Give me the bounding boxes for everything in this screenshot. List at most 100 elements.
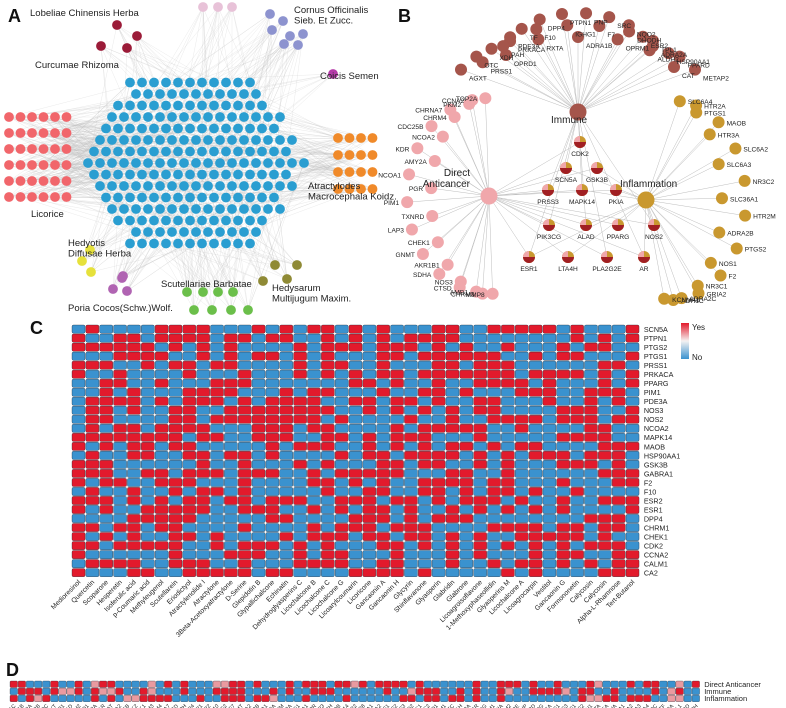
target-label: DPP4	[548, 25, 566, 32]
heatmap-cell	[473, 333, 487, 343]
compound-node	[155, 135, 165, 145]
compound-node	[125, 123, 135, 134]
heatmap-cell	[528, 568, 543, 577]
network-edge	[231, 185, 298, 266]
heatmap-cell	[210, 559, 224, 568]
heatmap-cell	[418, 396, 432, 406]
network-edge	[54, 116, 125, 166]
heatmap-cell	[141, 523, 155, 532]
heatmap-cell	[113, 469, 127, 478]
heatmap-cell	[196, 514, 210, 523]
heatmap-cell	[168, 324, 183, 334]
heatmap-cell	[418, 406, 432, 415]
network-edge	[100, 45, 179, 106]
heatmap-cell	[113, 396, 127, 406]
heatmap-cell	[85, 469, 100, 478]
heatmap-cell	[251, 333, 266, 343]
compound-node	[221, 215, 231, 226]
heatmap-cell	[584, 324, 598, 334]
heatmap-cell	[570, 387, 584, 397]
heatmap-cell	[611, 433, 626, 442]
herb-target-node	[279, 39, 289, 49]
heatmap-cell	[277, 695, 286, 702]
heatmap-cell	[611, 378, 626, 388]
heatmap-cell	[584, 387, 598, 397]
heatmap-cell	[362, 369, 377, 379]
heatmap-cell	[238, 324, 252, 334]
heatmap-cell	[404, 442, 418, 451]
column-label: MMP8	[351, 703, 366, 708]
heatmap-cell	[99, 695, 107, 702]
heatmap-cell	[113, 333, 127, 343]
heatmap-cell	[168, 378, 183, 388]
heatmap-cell	[359, 695, 367, 702]
heatmap-cell	[99, 351, 113, 361]
heatmap-cell	[515, 369, 529, 379]
heatmap-cell	[168, 342, 183, 352]
heatmap-cell	[168, 333, 183, 343]
compound-node	[209, 123, 219, 134]
heatmap-cell	[321, 387, 335, 397]
heatmap-cell	[196, 695, 205, 702]
heatmap-cell	[570, 568, 584, 577]
column-label: F7	[228, 703, 237, 708]
network-edge	[231, 6, 251, 83]
compound-node	[113, 123, 123, 134]
herb-target-node	[367, 150, 378, 160]
heatmap-cell	[310, 680, 319, 688]
heatmap-cell	[501, 406, 515, 415]
heatmap-cell	[113, 351, 127, 361]
shared-target-label: PIK3CG	[537, 234, 561, 241]
heatmap-cell	[99, 523, 113, 532]
heatmap-cell	[390, 451, 404, 460]
heatmap-cell	[154, 396, 169, 406]
heatmap-cell	[445, 469, 460, 478]
heatmap-cell	[34, 695, 43, 702]
target-edge	[577, 25, 600, 113]
heatmap-cell	[635, 680, 643, 688]
compound-node	[221, 238, 231, 249]
target-label: F7	[607, 32, 615, 39]
row-label: Immune	[704, 687, 731, 696]
heatmap-cell	[238, 396, 252, 406]
heatmap-cell	[107, 687, 116, 695]
heatmap-cell	[71, 415, 86, 424]
compound-node	[149, 192, 159, 203]
shared-target-half	[562, 257, 574, 263]
herb-label: Atractylodes Macrocephala Koidz.	[308, 181, 397, 202]
target-node	[662, 47, 675, 60]
row-label: CDK2	[644, 541, 663, 550]
shared-edge	[577, 111, 608, 258]
heatmap-cell	[528, 442, 543, 451]
target-edge	[645, 148, 736, 201]
heatmap-cell	[473, 469, 487, 478]
heatmap-cell	[224, 433, 238, 442]
heatmap-cell	[542, 351, 557, 361]
heatmap-cell	[127, 541, 141, 550]
heatmap-cell	[390, 487, 404, 496]
target-label: ALDH2	[658, 56, 680, 63]
shared-target-half	[610, 190, 622, 196]
heatmap-cell	[238, 433, 252, 442]
network-edge	[147, 6, 233, 118]
heatmap-cell	[556, 559, 570, 568]
target-label: AMD1	[450, 290, 469, 297]
heatmap-cell	[99, 333, 113, 343]
compound-node	[137, 192, 147, 203]
heatmap-cell	[556, 324, 570, 334]
heatmap-cell	[285, 680, 294, 688]
herb-target-node	[122, 43, 132, 53]
network-edge	[117, 6, 219, 129]
heatmap-cell	[418, 342, 432, 352]
heatmap-cell	[279, 406, 293, 415]
heatmap-cell	[127, 469, 141, 478]
heatmap-cell	[141, 360, 155, 370]
heatmap-cell	[473, 387, 487, 397]
heatmap-cell	[321, 433, 335, 442]
heatmap-cell	[515, 333, 529, 343]
heatmap-cell	[279, 550, 293, 559]
heatmap-cell	[440, 695, 449, 702]
heatmap-cell	[625, 442, 640, 451]
heatmap-cell	[362, 415, 377, 424]
